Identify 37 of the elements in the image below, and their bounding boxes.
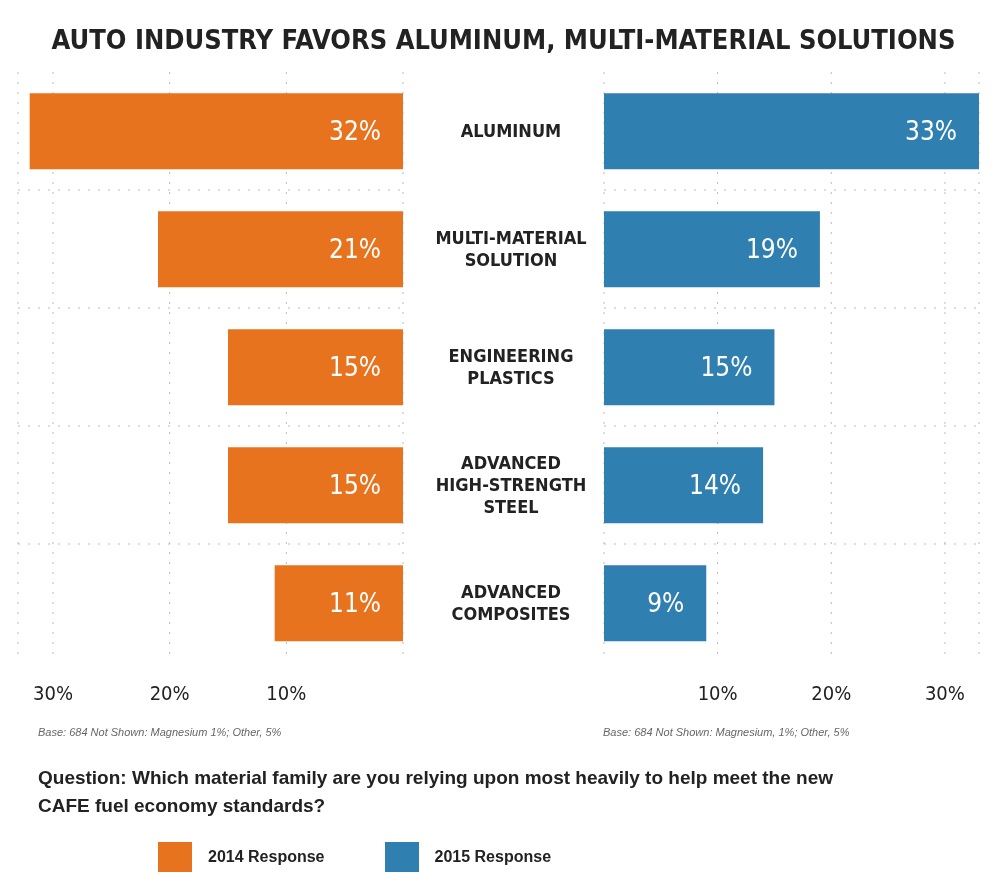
legend-label: 2014 Response xyxy=(208,848,325,866)
bar xyxy=(604,565,707,642)
data-label: 21% xyxy=(329,234,381,265)
x-tick-label: 10% xyxy=(697,681,738,706)
data-label: 15% xyxy=(329,352,381,383)
y-tick-label: ADVANCED COMPOSITES xyxy=(451,581,571,624)
data-label: 15% xyxy=(329,470,381,501)
x-tick-label: 30% xyxy=(924,681,965,706)
text: Base: 684 Not Shown: Magnesium 1%; Other, 5% xyxy=(37,726,283,738)
bar xyxy=(604,329,775,406)
x-tick-label: 10% xyxy=(266,681,307,706)
data-label: 9% xyxy=(647,588,685,619)
text: AUTO INDUSTRY FAVORS ALUMINUM, MULTI-MATERIAL SOLUTIONS xyxy=(50,23,957,57)
data-label: 15% xyxy=(700,352,753,383)
bar xyxy=(228,329,403,406)
data-label: 32% xyxy=(329,116,381,147)
x-tick-label: 30% xyxy=(33,681,73,706)
bar xyxy=(29,93,403,170)
x-tick-label: 20% xyxy=(811,681,852,706)
bar xyxy=(274,565,403,642)
data-label: 11% xyxy=(329,588,381,619)
text: Question: Which material family are you relying upon most heavily to help meet the new CAFE fuel economy standards? xyxy=(38,766,834,818)
bar xyxy=(604,211,820,288)
bar xyxy=(604,93,979,170)
bar xyxy=(604,447,764,524)
x-tick-label: 20% xyxy=(149,681,190,706)
legend-label: 2015 Response xyxy=(434,848,552,866)
y-tick-label: ALUMINUM xyxy=(460,120,562,141)
y-tick-label: ENGINEERING PLASTICS xyxy=(448,345,574,388)
data-label: 19% xyxy=(745,234,798,265)
text: Base: 684 Not Shown: Magnesium, 1%; Other, 5% xyxy=(603,726,851,738)
y-tick-label: ADVANCED HIGH-STRENGTH STEEL xyxy=(435,452,587,517)
data-label: 14% xyxy=(689,470,742,501)
data-label: 33% xyxy=(905,116,957,147)
y-tick-label: MULTI-MATERIAL SOLUTION xyxy=(435,227,587,270)
bar xyxy=(228,447,403,524)
bar xyxy=(158,211,403,288)
